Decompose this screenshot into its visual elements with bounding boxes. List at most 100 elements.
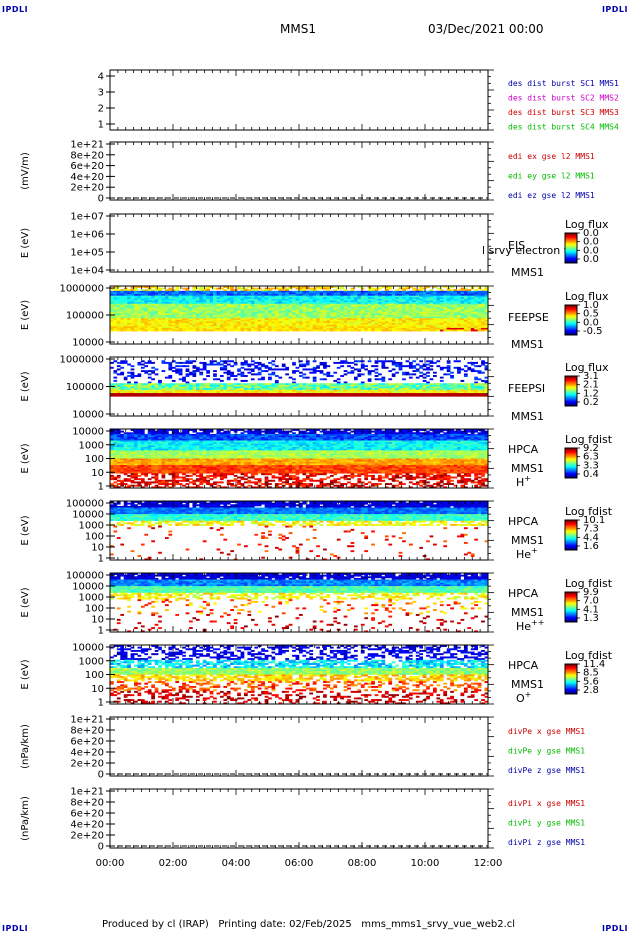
spectrogram-cell xyxy=(240,292,245,295)
spectrogram-cell xyxy=(388,306,393,309)
spectrogram-cell xyxy=(175,294,180,296)
spectrogram-cell xyxy=(419,310,424,313)
spectrogram-cell xyxy=(309,316,314,319)
spectrogram-cell xyxy=(213,316,217,319)
spectrogram-cell xyxy=(364,294,369,296)
spectrogram-cell xyxy=(254,316,259,319)
panel-frame xyxy=(109,69,489,131)
spectrogram-cell xyxy=(209,326,214,329)
spectrogram-cell xyxy=(384,294,389,296)
spectrogram-cell xyxy=(319,324,324,327)
spectrogram-cell xyxy=(171,303,176,306)
spectrogram-cell xyxy=(285,311,289,314)
spectrogram-cell xyxy=(192,298,197,301)
spectrogram-cell xyxy=(378,287,382,290)
spectrogram-cell xyxy=(192,393,197,395)
spectrogram-cell xyxy=(371,370,375,373)
spectrogram-cell xyxy=(130,311,135,314)
spectrogram-cell xyxy=(460,303,465,306)
spectrogram-cell xyxy=(233,303,238,306)
spectrogram-cell xyxy=(161,306,166,309)
spectrogram-cell xyxy=(446,361,451,364)
spectrogram-cell xyxy=(127,315,131,317)
spectrogram-cell xyxy=(374,368,379,371)
spectrogram-cell xyxy=(391,326,396,329)
spectrogram-cell xyxy=(333,316,338,319)
spectrogram-cell xyxy=(288,376,293,379)
spectrogram-cell xyxy=(178,384,183,387)
spectrogram-cell xyxy=(360,302,365,305)
spectrogram-cell xyxy=(340,316,344,319)
spectrogram-cell xyxy=(144,361,149,364)
spectrogram-cell xyxy=(151,303,155,306)
spectrogram-cell xyxy=(319,287,324,290)
spectrogram-cell xyxy=(154,316,159,319)
spectrogram-cell xyxy=(271,329,276,332)
spectrogram-cell xyxy=(216,303,221,306)
spectrogram-cell xyxy=(233,319,238,322)
spectrogram-cell xyxy=(195,393,200,395)
spectrogram-cell xyxy=(426,326,430,329)
spectrogram-cell xyxy=(474,300,478,303)
spectrogram-cell xyxy=(347,294,351,296)
spectrogram-cell xyxy=(422,379,427,382)
spectrogram-cell xyxy=(278,308,283,311)
spectrogram-cell xyxy=(295,286,300,288)
spectrogram-cell xyxy=(213,370,217,373)
colorbar-segment xyxy=(565,305,577,307)
spectrogram-cell xyxy=(199,361,204,364)
spectrogram-cell xyxy=(453,321,458,324)
spectrogram-cell xyxy=(151,383,155,386)
spectrogram-cell xyxy=(178,308,183,311)
spectrogram-cell xyxy=(206,316,210,319)
spectrogram-cell xyxy=(412,394,417,397)
spectrogram-cell xyxy=(171,310,176,313)
spectrogram-cell xyxy=(367,373,372,376)
spectrogram-cell xyxy=(154,394,159,397)
spectrogram-cell xyxy=(168,391,173,394)
spectrogram-cell xyxy=(213,324,217,327)
spectrogram-cell xyxy=(433,302,437,305)
colorbar-segment xyxy=(565,248,577,250)
spectrogram-cell xyxy=(419,323,424,325)
spectrogram-cell xyxy=(257,316,262,319)
spectrogram-cell xyxy=(123,295,128,298)
spectrogram-cell xyxy=(134,310,138,313)
spectrogram-cell xyxy=(168,297,173,300)
spectrogram-cell xyxy=(305,323,310,325)
spectrogram-cell xyxy=(168,327,173,330)
spectrogram-cell xyxy=(268,326,272,329)
spectrogram-cell xyxy=(299,321,303,324)
spectrogram-cell xyxy=(374,290,379,293)
spectrogram-cell xyxy=(154,300,159,303)
spectrogram-cell xyxy=(302,394,307,397)
spectrogram-cell xyxy=(230,360,235,363)
spectrogram-cell xyxy=(426,315,430,317)
spectrogram-cell xyxy=(209,302,214,305)
spectrogram-cell xyxy=(467,306,472,309)
spectrogram-cell xyxy=(120,290,125,293)
spectrogram-cell xyxy=(450,327,454,330)
spectrogram-cell xyxy=(312,302,317,305)
spectrogram-cell xyxy=(309,371,314,374)
spectrogram-cell xyxy=(360,297,365,300)
spectrogram-cell xyxy=(147,323,152,325)
spectrogram-cell xyxy=(219,394,224,397)
spectrogram-cell xyxy=(433,306,437,309)
spectrogram-cell xyxy=(168,365,173,368)
spectrogram-cell xyxy=(189,327,193,330)
spectrogram-cell xyxy=(233,375,238,377)
spectrogram-cell xyxy=(134,308,138,311)
spectrogram-cell xyxy=(378,321,382,324)
spectrogram-cell xyxy=(477,316,482,319)
spectrogram-cell xyxy=(127,324,131,327)
spectrogram-cell xyxy=(316,324,320,327)
spectrogram-cell xyxy=(371,394,375,397)
spectrogram-cell xyxy=(323,300,327,303)
spectrogram-cell xyxy=(402,310,406,313)
spectrogram-cell xyxy=(391,310,396,313)
spectrogram-cell xyxy=(333,302,338,305)
spectrogram-cell xyxy=(484,324,489,327)
spectrogram-cell xyxy=(123,305,128,308)
spectrogram-cell xyxy=(230,300,235,303)
